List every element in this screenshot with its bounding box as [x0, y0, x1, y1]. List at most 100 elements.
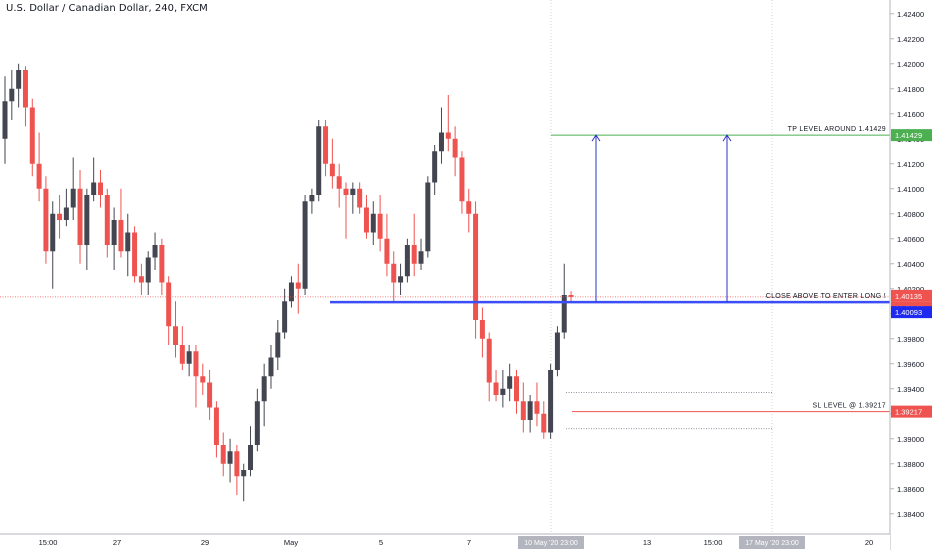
candle-body: [479, 320, 485, 339]
date-highlight-label: 10 May '20 23:00: [524, 540, 578, 547]
candle-body: [220, 445, 226, 464]
price-tick-label: 1.42000: [897, 60, 924, 69]
current-price-tag-background: [891, 289, 932, 302]
candle-body: [520, 401, 526, 420]
candle-body: [466, 201, 472, 214]
candle-body: [275, 332, 281, 358]
price-tick-label: 1.39400: [897, 385, 924, 394]
date-highlight-background: [739, 536, 805, 549]
candle-body: [548, 370, 554, 433]
candle-body: [200, 376, 206, 383]
candle-body: [500, 388, 506, 395]
arrow-head-icon: [722, 134, 732, 142]
price-tick-label: 1.40600: [897, 235, 924, 244]
candle-body: [234, 451, 240, 477]
candle-body: [43, 188, 49, 252]
candle-body: [507, 376, 513, 389]
candle-body: [473, 213, 479, 320]
time-tick-label: 20: [865, 538, 873, 547]
price-tick-label: 1.42400: [897, 10, 924, 19]
candle-body: [459, 157, 465, 202]
candle-body: [370, 213, 376, 233]
price-tick-label: 1.40400: [897, 260, 924, 269]
candle-body: [132, 232, 138, 277]
time-axis[interactable]: 15:00 27 29 May 5 7 10 May '20 23:00 13 15:00 17 …: [0, 533, 890, 550]
current-price-tag: 1.40135: [895, 292, 922, 301]
candle-body: [452, 138, 458, 158]
price-tick-label: 1.41200: [897, 160, 924, 169]
price-tick-label: 1.41800: [897, 85, 924, 94]
candle-body: [16, 70, 22, 89]
candle-body: [288, 282, 294, 302]
candle-body: [316, 126, 322, 195]
candle-body: [77, 188, 83, 245]
price-tick-label: 1.38600: [897, 485, 924, 494]
candle-body: [445, 132, 451, 139]
tp-level-label: TP LEVEL AROUND 1.41429: [788, 126, 886, 133]
candle-body: [438, 132, 444, 152]
candle-body: [268, 357, 274, 377]
candle-body: [302, 201, 308, 289]
candle-body: [36, 163, 42, 189]
candle-body: [166, 282, 172, 327]
price-tick-label: 1.39800: [897, 335, 924, 344]
candle-body: [145, 257, 151, 283]
candle-body: [227, 451, 233, 464]
candle-body: [241, 470, 247, 477]
candle-body: [418, 251, 424, 264]
chart-title: U.S. Dollar / Canadian Dollar, 240, FXCM: [6, 3, 208, 14]
price-tick-label: 1.38800: [897, 460, 924, 469]
candle-body: [336, 176, 342, 189]
candle-body: [534, 401, 540, 414]
candle-body: [486, 338, 492, 383]
time-tick-label: 13: [643, 538, 651, 547]
candle-body: [29, 107, 35, 164]
price-axis[interactable]: 1.42400 1.42200 1.42000 1.41800 1.41600 1.414…: [889, 0, 932, 550]
time-tick-label: 7: [467, 538, 471, 547]
candle-body: [350, 188, 356, 195]
price-tick-label: 1.38400: [897, 510, 924, 519]
candle-body: [568, 295, 574, 297]
candle-body: [561, 295, 567, 333]
candle-body: [159, 245, 165, 283]
entry-price-tag: 1.40093: [895, 308, 922, 317]
candle-body: [84, 195, 90, 245]
price-tick-label: 1.41600: [897, 110, 924, 119]
price-tick-label: 1.40800: [897, 210, 924, 219]
time-tick-label: 27: [113, 538, 121, 547]
date-highlight-background: [518, 536, 584, 549]
candle-body: [309, 195, 315, 202]
price-tick-label: 1.42200: [897, 35, 924, 44]
candle-body: [97, 182, 103, 195]
candle-body: [554, 332, 560, 370]
time-axis-background: [0, 534, 890, 550]
candle-body: [432, 151, 438, 183]
sl-price-tag: 1.39217: [895, 408, 922, 417]
price-axis-background: [890, 0, 932, 550]
candle-body: [282, 301, 288, 333]
candle-body: [111, 220, 117, 245]
drawing-layer[interactable]: TP LEVEL AROUND 1.41429 CLOSE ABOVE TO EN…: [0, 126, 890, 430]
time-tick-label: 15:00: [704, 538, 723, 547]
candle-body: [125, 232, 131, 252]
grid-layer: [550, 0, 773, 534]
candle-body: [295, 282, 301, 289]
candle-body: [541, 413, 547, 433]
candle-body: [152, 245, 158, 258]
candle-layer: [2, 63, 574, 502]
candle-body: [2, 101, 8, 139]
candle-body: [57, 213, 63, 220]
arrow-head-icon: [591, 134, 601, 142]
candle-body: [363, 207, 369, 233]
time-tick-label: May: [284, 538, 298, 547]
candle-body: [22, 70, 28, 108]
candle-body: [398, 276, 404, 283]
date-highlight-label: 17 May '20 23:00: [745, 540, 799, 547]
candle-body: [254, 401, 260, 445]
candle-body: [186, 351, 192, 364]
candle-body: [63, 207, 69, 220]
candle-body: [207, 382, 213, 408]
candle-body: [91, 182, 97, 195]
price-tick-label: 1.41000: [897, 185, 924, 194]
